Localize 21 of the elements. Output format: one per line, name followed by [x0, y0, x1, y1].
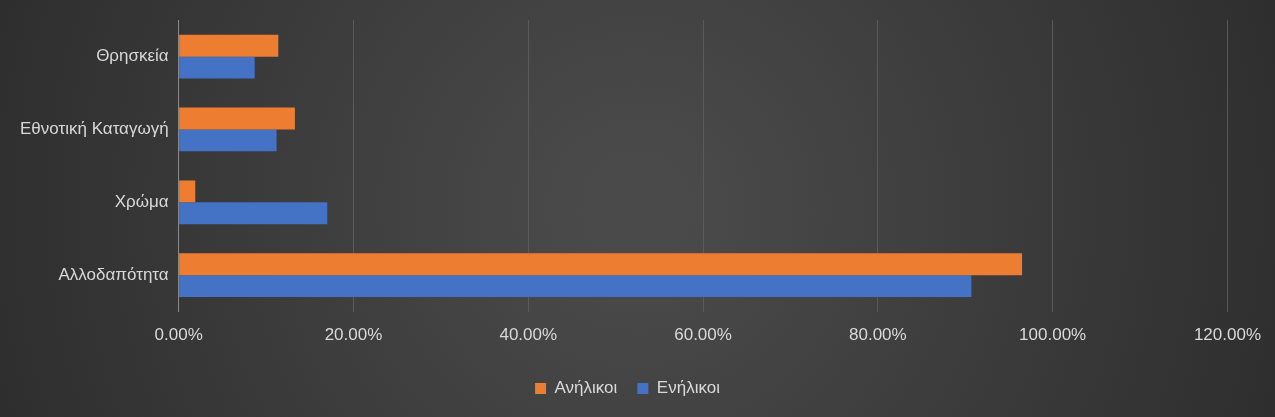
x-tick-label: 40.00%	[499, 325, 558, 345]
y-tick-label: Εθνοτική Καταγωγή	[20, 119, 169, 139]
bar	[179, 107, 295, 130]
y-tick-label: Χρώμα	[114, 192, 169, 212]
bar	[179, 202, 328, 225]
legend-label: Ενήλικοι	[656, 378, 721, 398]
x-tick-label: 100.00%	[1019, 325, 1087, 345]
bar	[179, 275, 972, 298]
legend-label: Ανήλικοι	[554, 378, 618, 398]
x-tick-label: 60.00%	[674, 325, 732, 345]
y-tick-label: Αλλοδαπότητα	[58, 264, 169, 284]
bar	[179, 129, 277, 152]
bar	[179, 180, 196, 203]
x-tick-label: 80.00%	[849, 325, 907, 345]
x-tick-label: 20.00%	[324, 325, 383, 345]
bar	[179, 34, 279, 57]
bar	[179, 56, 255, 79]
x-tick-label: 120.00%	[1193, 325, 1262, 345]
y-tick-label: Θρησκεία	[96, 46, 169, 66]
x-tick-label: 0.00%	[154, 325, 203, 345]
bar	[179, 253, 1023, 276]
